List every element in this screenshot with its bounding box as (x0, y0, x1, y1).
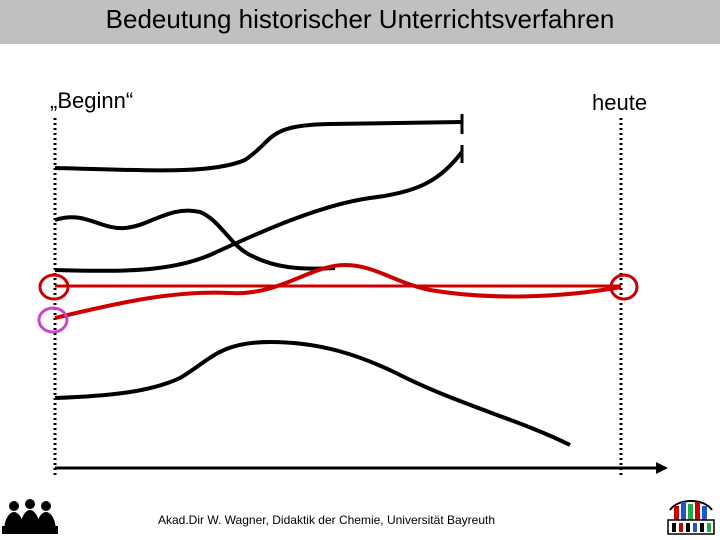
red-circle-today (609, 273, 639, 301)
people-silhouette-icon (2, 499, 58, 534)
magenta-circle-begin (37, 306, 69, 334)
curve-wave-falling (54, 208, 336, 271)
slide-title: Bedeutung historischer Unterrichtsverfah… (105, 4, 615, 34)
label-today: heute (592, 90, 648, 115)
red-circle-begin (38, 273, 70, 301)
red-wave-curve (54, 262, 622, 320)
curve-top-flat (54, 120, 463, 173)
curve-rising (54, 150, 464, 273)
label-begin: „Beginn“ (50, 88, 134, 113)
time-axis-arrowhead (656, 462, 668, 474)
footer-credit: Akad.Dir W. Wagner, Didaktik der Chemie,… (158, 513, 496, 527)
didaktik-logo-icon (667, 500, 715, 535)
curve-hump-falling (54, 339, 571, 447)
title-bar (0, 0, 720, 44)
